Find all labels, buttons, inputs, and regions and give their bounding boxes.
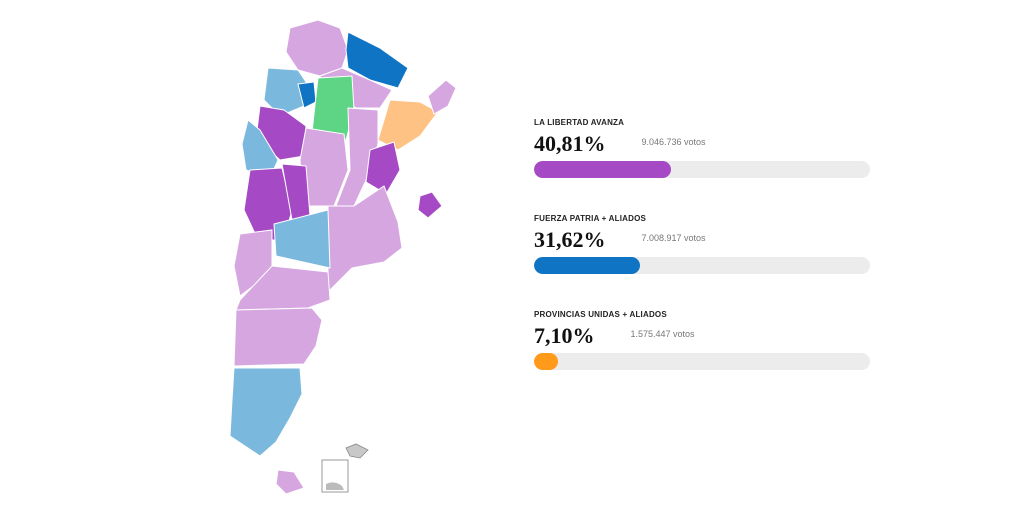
party-votes: 7.008.917 votos (641, 233, 706, 243)
bar-track (534, 353, 870, 370)
party-stats: 7,10% 1.575.447 votos (534, 321, 874, 351)
province-formosa[interactable] (345, 31, 409, 89)
party-percent: 7,10% (534, 323, 595, 348)
province-santa-fe[interactable] (335, 107, 379, 207)
party-result: FUERZA PATRIA + ALIADOS 31,62% 7.008.917… (534, 213, 874, 309)
party-stats: 31,62% 7.008.917 votos (534, 225, 874, 255)
party-votes: 9.046.736 votos (641, 137, 706, 147)
bar-track (534, 161, 870, 178)
party-name: LA LIBERTAD AVANZA (534, 118, 625, 127)
province-results-map (220, 10, 470, 500)
party-stats: 40,81% 9.046.736 votos (534, 129, 874, 159)
antartida-shape (326, 482, 344, 490)
antartida-inset (321, 459, 349, 493)
province-misiones[interactable] (427, 79, 457, 115)
islas-malvinas (345, 443, 369, 459)
results-panel: LA LIBERTAD AVANZA 40,81% 9.046.736 voto… (534, 117, 874, 405)
province-caba[interactable] (417, 191, 443, 219)
province-jujuy[interactable] (285, 19, 349, 77)
province-la-pampa[interactable] (273, 209, 331, 269)
province-santa-cruz[interactable] (229, 367, 303, 457)
argentina-map (229, 19, 457, 495)
bar-track (534, 257, 870, 274)
bar-fill (534, 161, 672, 178)
province-corrientes[interactable] (377, 99, 439, 151)
party-result: PROVINCIAS UNIDAS + ALIADOS 7,10% 1.575.… (534, 309, 874, 405)
province-buenos-aires[interactable] (327, 185, 403, 294)
party-percent: 31,62% (534, 227, 606, 252)
bar-fill (534, 257, 641, 274)
party-name: PROVINCIAS UNIDAS + ALIADOS (534, 310, 667, 319)
province-entre-rios[interactable] (365, 141, 401, 195)
party-name: FUERZA PATRIA + ALIADOS (534, 214, 647, 223)
province-tierra-del-fuego[interactable] (275, 469, 305, 495)
party-percent: 40,81% (534, 131, 606, 156)
bar-fill (534, 353, 558, 370)
party-votes: 1.575.447 votos (630, 329, 695, 339)
province-chubut[interactable] (233, 307, 323, 367)
party-result: LA LIBERTAD AVANZA 40,81% 9.046.736 voto… (534, 117, 874, 213)
